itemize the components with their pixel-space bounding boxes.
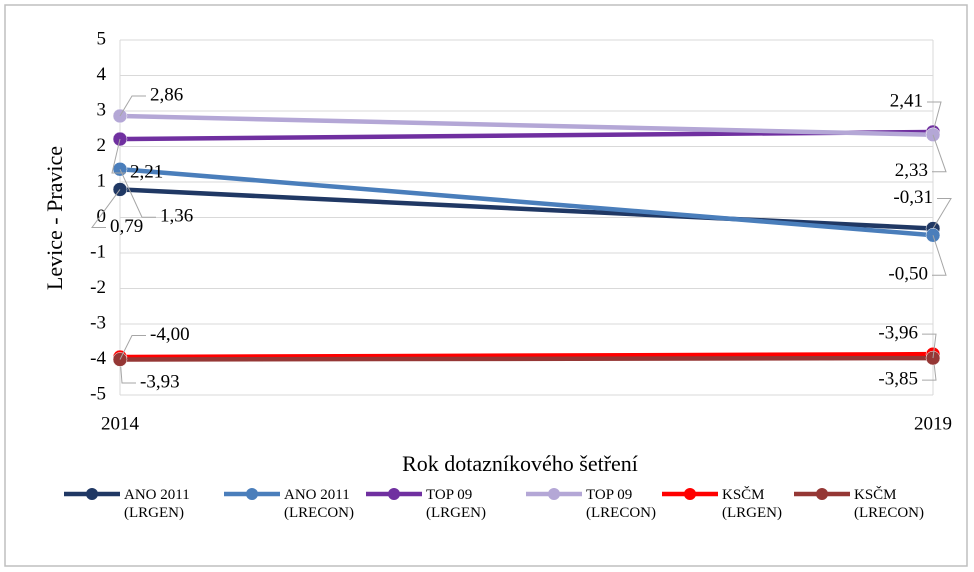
- data-label: -3,93: [140, 371, 180, 392]
- legend-swatch: [224, 488, 280, 500]
- leader-line: [91, 189, 121, 228]
- legend-item: TOP 09 (LRECON): [524, 486, 656, 522]
- legend-marker: [816, 488, 828, 500]
- legend-swatch: [366, 488, 422, 500]
- data-label: 2,33: [895, 160, 928, 181]
- legend-label: TOP 09 (LRGEN): [426, 487, 486, 521]
- y-tick-label: -2: [90, 277, 106, 298]
- legend-item: TOP 09 (LRGEN): [364, 486, 486, 522]
- leader-line: [119, 335, 146, 360]
- series-line: [119, 113, 934, 138]
- data-label: 2,21: [130, 161, 163, 182]
- data-label: 0,79: [110, 216, 143, 237]
- legend-marker: [684, 488, 696, 500]
- legend-label: TOP 09 (LRECON): [586, 487, 656, 521]
- legend-swatch: [662, 488, 718, 500]
- legend-item: KSČM (LRECON): [792, 486, 924, 522]
- y-tick-label: 4: [97, 64, 107, 85]
- legend-label: ANO 2011 (LRGEN): [124, 487, 190, 521]
- data-label: -4,00: [150, 324, 190, 345]
- data-label: 1,36: [160, 206, 193, 227]
- y-tick-label: 2: [97, 135, 107, 156]
- leader-line: [111, 138, 126, 174]
- legend-swatch: [64, 488, 120, 500]
- legend-marker: [246, 488, 258, 500]
- legend: ANO 2011 (LRGEN) ANO 2011 (LRECON) TOP 09 …: [62, 486, 962, 536]
- data-label: -0,31: [893, 187, 933, 208]
- legend-item: KSČM (LRGEN): [660, 486, 782, 522]
- legend-marker: [86, 488, 98, 500]
- legend-label: KSČM (LRECON): [854, 487, 924, 521]
- y-axis-title: Levice - Pravice: [42, 146, 67, 290]
- data-label: 2,86: [150, 84, 183, 105]
- legend-swatch: [794, 488, 850, 500]
- legend-label: KSČM (LRGEN): [722, 487, 782, 521]
- y-tick-label: 5: [97, 28, 107, 49]
- y-tick-label: -3: [90, 312, 106, 333]
- y-tick-label: -5: [90, 383, 106, 404]
- data-label: -0,50: [888, 264, 928, 285]
- y-tick-label: -4: [90, 348, 106, 369]
- series-line: [119, 355, 934, 362]
- leader-line: [119, 169, 156, 218]
- x-tick-label: 2019: [914, 413, 952, 434]
- legend-marker: [548, 488, 560, 500]
- frame: [4, 4, 968, 567]
- data-label: -3,85: [878, 369, 918, 390]
- y-tick-label: 1: [97, 170, 107, 191]
- data-label: -3,96: [878, 322, 918, 343]
- legend-marker: [388, 488, 400, 500]
- leader-line: [922, 333, 937, 359]
- series-line: [119, 351, 934, 360]
- leader-line: [932, 134, 947, 173]
- legend-item: ANO 2011 (LRECON): [222, 486, 354, 522]
- x-tick-label: 2014: [101, 413, 140, 434]
- data-label: 2,41: [890, 90, 923, 111]
- legend-label: ANO 2011 (LRECON): [284, 487, 354, 521]
- leader-line: [932, 235, 947, 276]
- leader-line: [927, 101, 942, 133]
- x-axis-title: Rok dotazníkového šetření: [402, 451, 638, 476]
- y-tick-label: 0: [97, 206, 107, 227]
- leader-line: [932, 198, 952, 229]
- legend-swatch: [526, 488, 582, 500]
- y-tick-label: -1: [90, 241, 106, 262]
- legend-item: ANO 2011 (LRGEN): [62, 486, 190, 522]
- leader-line: [119, 95, 146, 117]
- series-line: [119, 166, 934, 238]
- y-tick-label: 3: [97, 99, 107, 120]
